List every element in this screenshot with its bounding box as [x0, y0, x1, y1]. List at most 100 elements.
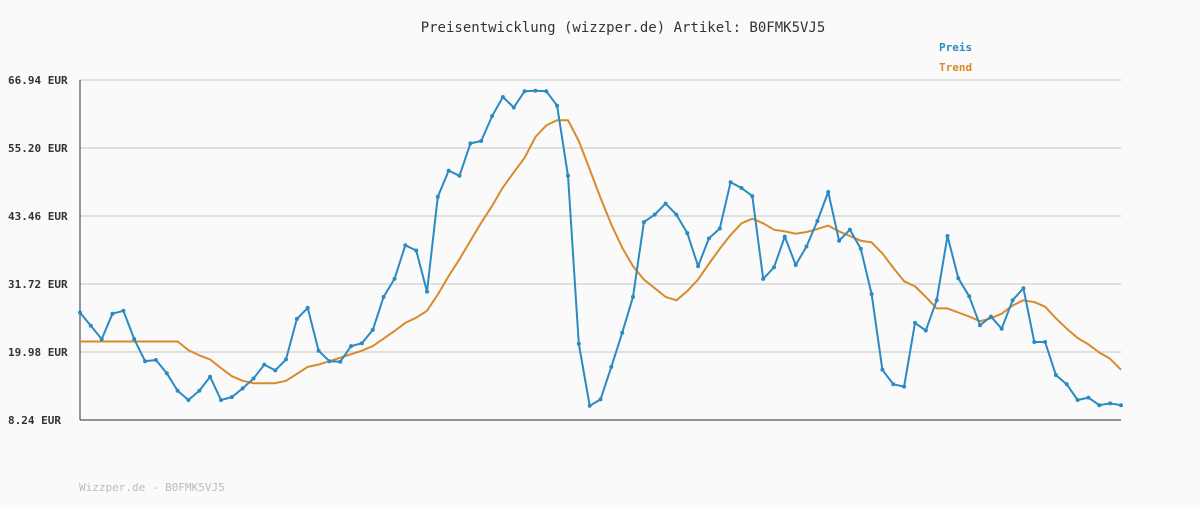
data-point [761, 276, 766, 281]
data-point [533, 88, 538, 93]
data-point [78, 310, 82, 315]
data-point [175, 388, 180, 393]
grid [80, 79, 1121, 353]
data-point [219, 398, 223, 402]
legend: Preis Trend [939, 41, 972, 74]
data-point [1097, 403, 1102, 408]
data-point [500, 95, 505, 99]
data-point [772, 265, 776, 270]
footer-text: Wizzper.de - B0FMK5VJ5 [79, 481, 225, 494]
legend-item-trend: Trend [939, 61, 972, 74]
data-point [1010, 298, 1015, 303]
y-tick-label: 19.98 EUR [8, 346, 68, 359]
y-tick-label: 8.24 EUR [8, 414, 61, 427]
series-line-trend [80, 119, 1122, 385]
data-point [186, 398, 191, 402]
data-point [435, 194, 440, 199]
data-point [902, 384, 907, 389]
data-point [978, 323, 982, 328]
data-point [685, 231, 690, 236]
data-point [1108, 401, 1113, 406]
y-tick-label: 31.72 EUR [8, 278, 68, 291]
data-point [999, 326, 1004, 331]
y-tick-label: 55.20 EUR [8, 142, 68, 155]
data-point [359, 341, 364, 346]
data-point [956, 276, 961, 281]
data-point [641, 220, 646, 225]
data-point [381, 294, 386, 299]
data-point [99, 337, 104, 342]
data-point [847, 227, 852, 232]
data-point [446, 168, 451, 173]
data-point [858, 246, 863, 251]
data-point [923, 328, 928, 333]
data-point [913, 320, 917, 325]
data-point [717, 226, 722, 231]
data-point [782, 234, 787, 239]
legend-item-preis: Preis [939, 41, 972, 54]
y-axis-ticks: 66.94 EUR 55.20 EUR 43.46 EUR 31.72 EUR … [8, 74, 68, 427]
data-point [197, 388, 202, 393]
data-point [121, 308, 126, 313]
data-point [674, 212, 679, 217]
data-point [696, 264, 701, 269]
data-point [1032, 340, 1037, 344]
data-point [1053, 373, 1058, 378]
data-point [273, 368, 278, 373]
data-point [663, 201, 668, 206]
data-point [392, 276, 397, 281]
data-point [837, 238, 842, 243]
data-point [490, 114, 495, 119]
data-point [739, 186, 744, 190]
data-point [1075, 398, 1080, 402]
data-point [284, 357, 288, 362]
data-point [208, 374, 213, 379]
data-point [1086, 395, 1091, 400]
data-point [728, 180, 733, 185]
data-point [566, 173, 570, 178]
data-point [706, 236, 711, 241]
data-point [891, 382, 896, 387]
data-point [479, 139, 484, 143]
data-point [164, 371, 169, 376]
data-point [294, 316, 299, 321]
data-point [555, 103, 560, 108]
data-point [370, 327, 375, 332]
data-point [132, 337, 137, 342]
data-point [511, 105, 516, 110]
data-point [1119, 403, 1123, 408]
data-point [88, 323, 93, 328]
data-point [153, 358, 158, 362]
data-point [349, 344, 354, 349]
data-point [598, 397, 603, 402]
data-point [988, 314, 993, 319]
data-point [1043, 340, 1048, 344]
data-point [652, 212, 657, 217]
data-point [967, 294, 972, 299]
data-point [587, 403, 592, 408]
data-point [1021, 286, 1026, 291]
data-point [620, 330, 625, 335]
data-point [110, 311, 115, 316]
y-tick-label: 66.94 EUR [8, 74, 68, 87]
data-point [403, 243, 408, 248]
data-point [934, 298, 939, 303]
data-point [262, 362, 267, 367]
data-point [880, 367, 885, 372]
data-point [631, 294, 635, 299]
data-point [804, 244, 809, 249]
series-line-preis [79, 89, 1122, 407]
data-point [414, 248, 419, 253]
data-point [544, 89, 549, 94]
data-point [576, 341, 581, 346]
data-point [251, 376, 256, 381]
data-point [826, 190, 831, 194]
data-point [425, 289, 429, 294]
data-point [522, 89, 527, 94]
data-point [305, 305, 310, 310]
data-point [240, 386, 245, 391]
chart-title: Preisentwicklung (wizzper.de) Artikel: B… [421, 20, 826, 36]
data-point [338, 359, 343, 364]
